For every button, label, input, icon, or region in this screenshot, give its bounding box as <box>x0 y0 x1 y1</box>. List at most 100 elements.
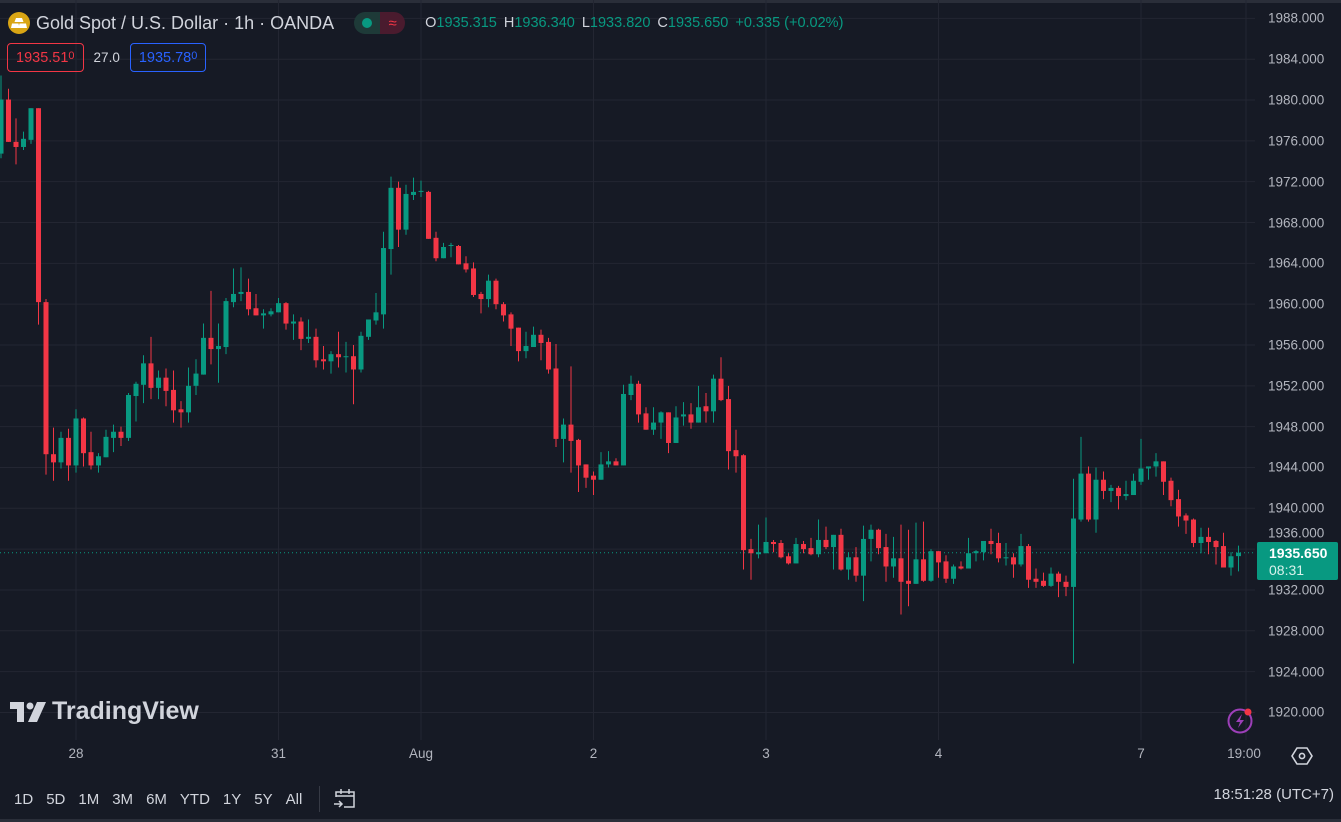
candle-bullish[interactable] <box>328 351 334 374</box>
candle-bullish[interactable] <box>1018 533 1024 567</box>
candle-bearish[interactable] <box>1033 568 1039 588</box>
candle-bearish[interactable] <box>6 88 11 142</box>
range-1y[interactable]: 1Y <box>222 790 242 808</box>
candle-bullish[interactable] <box>261 309 266 329</box>
candle-bullish[interactable] <box>21 131 26 151</box>
candle-bullish[interactable] <box>913 522 919 584</box>
candle-bearish[interactable] <box>808 537 814 556</box>
candle-bearish[interactable] <box>771 539 776 553</box>
candle-bullish[interactable] <box>156 370 161 400</box>
candle-bearish[interactable] <box>801 540 806 554</box>
candle-bearish[interactable] <box>171 370 176 423</box>
candle-bullish[interactable] <box>711 374 716 423</box>
candle-bullish[interactable] <box>291 314 296 340</box>
candle-bullish[interactable] <box>193 359 199 396</box>
range-5d[interactable]: 5D <box>46 790 66 808</box>
candle-bullish[interactable] <box>816 519 821 558</box>
candle-bearish[interactable] <box>51 427 56 481</box>
candle-bearish[interactable] <box>88 431 94 470</box>
candle-bearish[interactable] <box>463 256 469 273</box>
settings-icon[interactable] <box>1291 745 1313 767</box>
candle-bullish[interactable] <box>1236 545 1241 572</box>
candle-bearish[interactable] <box>456 244 461 265</box>
candle-bearish[interactable] <box>823 526 829 550</box>
candle-bearish[interactable] <box>718 357 724 402</box>
range-all[interactable]: All <box>285 790 303 808</box>
candle-bearish[interactable] <box>591 471 596 496</box>
candle-bearish[interactable] <box>66 428 71 481</box>
range-5y[interactable]: 5Y <box>254 790 273 808</box>
candle-bullish[interactable] <box>673 406 679 443</box>
candle-bearish[interactable] <box>883 533 889 582</box>
candle-bearish[interactable] <box>13 118 19 165</box>
candle-bearish[interactable] <box>43 299 49 475</box>
candle-bullish[interactable] <box>523 331 529 359</box>
clock-timezone[interactable]: 18:51:28 (UTC+7) <box>1213 786 1334 803</box>
candle-bearish[interactable] <box>433 231 439 262</box>
lightning-icon[interactable] <box>1226 706 1256 736</box>
candle-bullish[interactable] <box>763 517 769 554</box>
candle-bearish[interactable] <box>336 331 341 368</box>
candle-bearish[interactable] <box>786 553 791 565</box>
candle-bearish[interactable] <box>163 368 169 407</box>
candle-bullish[interactable] <box>696 385 701 423</box>
candle-bullish[interactable] <box>201 323 206 375</box>
candle-bullish[interactable] <box>1228 552 1234 576</box>
candle-bearish[interactable] <box>853 547 859 582</box>
candle-bearish[interactable] <box>538 329 544 361</box>
candle-bullish[interactable] <box>966 537 971 569</box>
candle-bullish[interactable] <box>681 402 686 426</box>
candle-bearish[interactable] <box>478 291 484 314</box>
candle-bearish[interactable] <box>471 262 476 298</box>
candle-bearish[interactable] <box>636 380 641 423</box>
candle-bullish[interactable] <box>531 326 536 348</box>
candle-bullish[interactable] <box>561 418 566 463</box>
candle-bearish[interactable] <box>426 190 431 239</box>
candle-bearish[interactable] <box>1026 544 1031 588</box>
go-to-date-calendar-icon[interactable] <box>332 786 358 812</box>
candle-bearish[interactable] <box>493 278 499 310</box>
candle-bullish[interactable] <box>403 184 409 235</box>
candle-bearish[interactable] <box>148 336 154 400</box>
candle-bullish[interactable] <box>606 451 611 468</box>
candle-bearish[interactable] <box>501 302 506 322</box>
candle-bearish[interactable] <box>546 337 551 374</box>
candle-bullish[interactable] <box>846 552 851 580</box>
candle-bullish[interactable] <box>756 524 761 559</box>
candle-bullish[interactable] <box>1071 478 1076 664</box>
candle-bearish[interactable] <box>351 344 356 405</box>
candle-bearish[interactable] <box>313 328 319 368</box>
candlestick-chart[interactable] <box>0 0 1255 740</box>
candle-bullish[interactable] <box>1146 466 1151 480</box>
candle-bearish[interactable] <box>726 385 731 470</box>
range-ytd[interactable]: YTD <box>179 790 210 808</box>
candle-bullish[interactable] <box>373 292 379 325</box>
candle-bullish[interactable] <box>981 540 986 561</box>
candle-bullish[interactable] <box>73 409 79 473</box>
candle-bullish[interactable] <box>276 298 281 313</box>
candle-bearish[interactable] <box>1183 513 1189 534</box>
candle-bearish[interactable] <box>1221 532 1226 568</box>
candle-bearish[interactable] <box>321 346 326 370</box>
candle-bearish[interactable] <box>741 454 746 570</box>
candle-bearish[interactable] <box>298 317 304 351</box>
candle-bullish[interactable] <box>651 407 656 435</box>
candle-bullish[interactable] <box>358 331 364 373</box>
candle-bullish[interactable] <box>103 429 109 458</box>
candle-bullish[interactable] <box>223 298 229 355</box>
candle-bearish[interactable] <box>1063 575 1069 597</box>
candle-bearish[interactable] <box>208 290 214 365</box>
candle-bearish[interactable] <box>958 561 964 570</box>
candle-bullish[interactable] <box>868 524 874 562</box>
candle-bearish[interactable] <box>1101 471 1106 500</box>
candle-bullish[interactable] <box>891 536 896 578</box>
market-status-toggle[interactable]: ≈ <box>354 12 406 34</box>
candle-bearish[interactable] <box>988 528 994 555</box>
candle-bullish[interactable] <box>1138 438 1144 485</box>
candle-bullish[interactable] <box>126 392 131 441</box>
candle-bullish[interactable] <box>111 424 116 453</box>
candle-bearish[interactable] <box>568 366 574 473</box>
candle-bearish[interactable] <box>1191 518 1196 548</box>
candle-bearish[interactable] <box>283 302 289 330</box>
candle-bullish[interactable] <box>418 180 424 197</box>
